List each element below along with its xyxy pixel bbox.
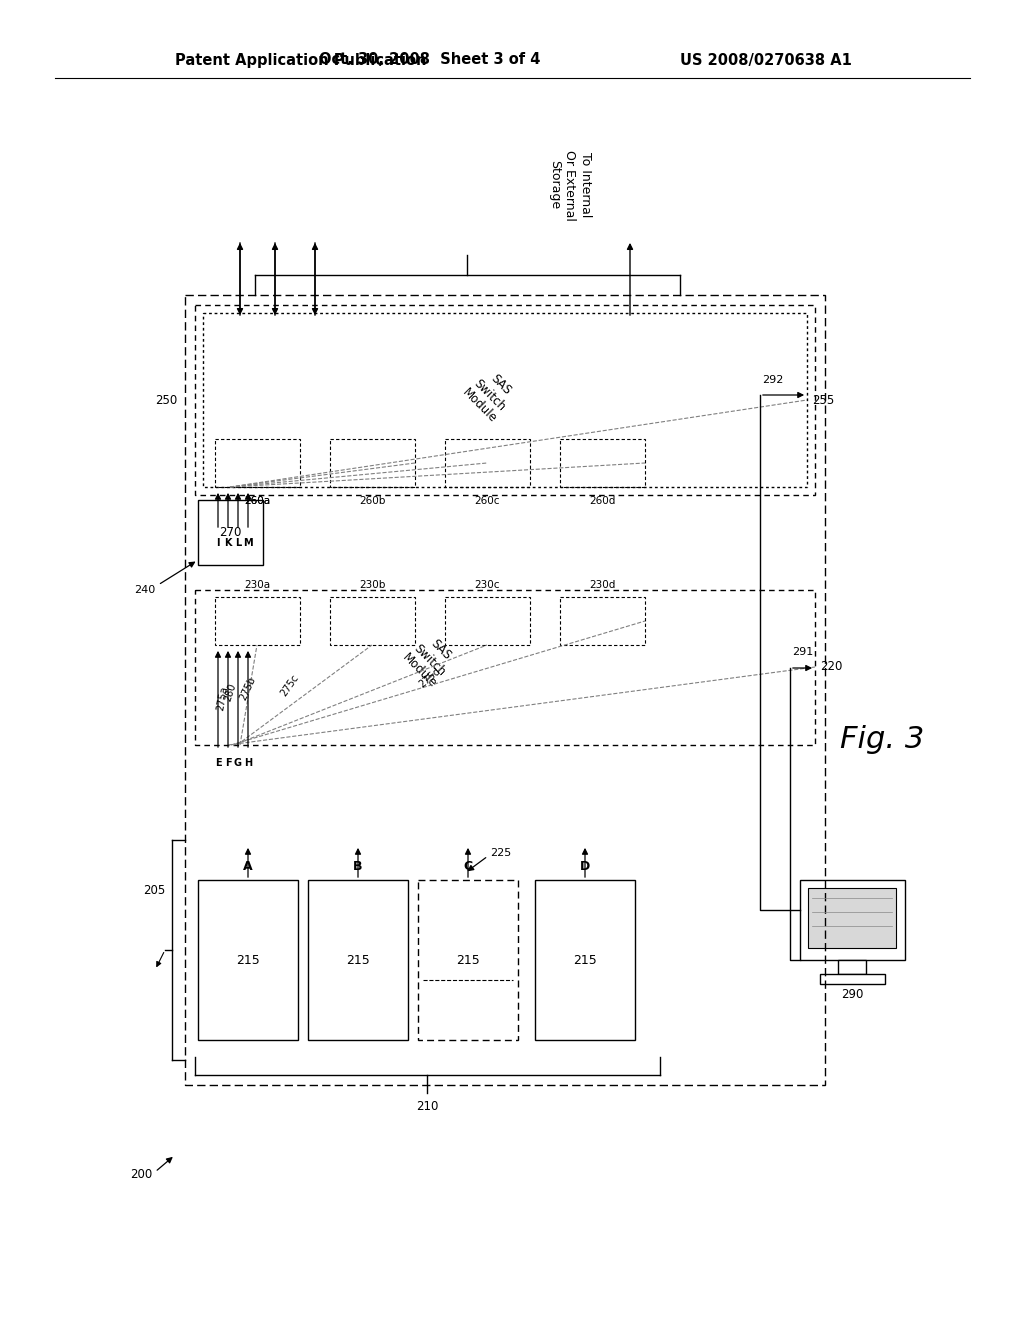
Text: 280: 280 bbox=[222, 681, 238, 702]
Bar bbox=[330, 597, 415, 645]
Bar bbox=[198, 500, 263, 565]
Bar bbox=[800, 880, 905, 960]
Text: SAS
Switch
Module: SAS Switch Module bbox=[460, 364, 520, 425]
Text: M: M bbox=[243, 539, 253, 548]
Bar bbox=[418, 880, 518, 1040]
Text: 215: 215 bbox=[456, 953, 480, 966]
Text: L: L bbox=[234, 539, 241, 548]
Text: 275c: 275c bbox=[279, 672, 301, 698]
Bar bbox=[560, 440, 645, 487]
Text: Fig. 3: Fig. 3 bbox=[840, 726, 925, 755]
Text: A: A bbox=[243, 859, 253, 873]
Text: K: K bbox=[224, 539, 231, 548]
Text: Oct. 30, 2008  Sheet 3 of 4: Oct. 30, 2008 Sheet 3 of 4 bbox=[319, 53, 541, 67]
Text: 290: 290 bbox=[841, 989, 863, 1002]
Bar bbox=[195, 305, 815, 495]
Text: 260b: 260b bbox=[358, 496, 385, 506]
Text: 260c: 260c bbox=[474, 496, 500, 506]
Text: 260a: 260a bbox=[244, 496, 270, 506]
Text: 210: 210 bbox=[416, 1101, 438, 1114]
Bar bbox=[838, 960, 866, 974]
Text: I: I bbox=[216, 539, 220, 548]
Bar bbox=[445, 597, 530, 645]
Text: 220: 220 bbox=[820, 660, 843, 673]
Text: E: E bbox=[215, 758, 221, 768]
Bar bbox=[185, 294, 825, 1085]
Text: 225: 225 bbox=[490, 847, 511, 858]
Text: 215: 215 bbox=[346, 953, 370, 966]
Text: D: D bbox=[580, 859, 590, 873]
Bar bbox=[445, 440, 530, 487]
Bar bbox=[820, 974, 885, 983]
Text: 275d: 275d bbox=[417, 667, 442, 690]
Text: 292: 292 bbox=[762, 375, 783, 385]
Text: 250: 250 bbox=[155, 393, 177, 407]
Text: G: G bbox=[234, 758, 242, 768]
Bar bbox=[308, 880, 408, 1040]
Bar bbox=[203, 313, 807, 487]
Text: C: C bbox=[464, 859, 472, 873]
Text: 230c: 230c bbox=[474, 579, 500, 590]
Text: 255: 255 bbox=[812, 393, 835, 407]
Bar bbox=[330, 440, 415, 487]
Text: F: F bbox=[224, 758, 231, 768]
Text: 275b: 275b bbox=[239, 675, 258, 701]
Text: 291: 291 bbox=[792, 647, 813, 657]
Text: US 2008/0270638 A1: US 2008/0270638 A1 bbox=[680, 53, 852, 67]
Text: Patent Application Publication: Patent Application Publication bbox=[175, 53, 427, 67]
Text: 260d: 260d bbox=[589, 496, 615, 506]
Text: 275a: 275a bbox=[215, 685, 229, 711]
Text: 240: 240 bbox=[134, 585, 155, 595]
Bar bbox=[215, 440, 300, 487]
Bar bbox=[535, 880, 635, 1040]
Bar bbox=[195, 590, 815, 744]
Text: 200: 200 bbox=[130, 1168, 152, 1181]
Bar bbox=[198, 880, 298, 1040]
Text: 230b: 230b bbox=[358, 579, 385, 590]
Text: SAS
Switch
Module: SAS Switch Module bbox=[399, 630, 461, 690]
Text: 205: 205 bbox=[142, 883, 165, 896]
Text: 230d: 230d bbox=[589, 579, 615, 590]
Text: 230a: 230a bbox=[244, 579, 270, 590]
Text: B: B bbox=[353, 859, 362, 873]
Text: 270: 270 bbox=[219, 525, 242, 539]
Text: H: H bbox=[244, 758, 252, 768]
Bar bbox=[215, 597, 300, 645]
Text: 260a: 260a bbox=[244, 496, 270, 506]
Text: 215: 215 bbox=[237, 953, 260, 966]
Bar bbox=[808, 888, 896, 948]
Text: 215: 215 bbox=[573, 953, 597, 966]
Bar bbox=[560, 597, 645, 645]
Text: To Internal
Or External
Storage: To Internal Or External Storage bbox=[549, 149, 592, 220]
